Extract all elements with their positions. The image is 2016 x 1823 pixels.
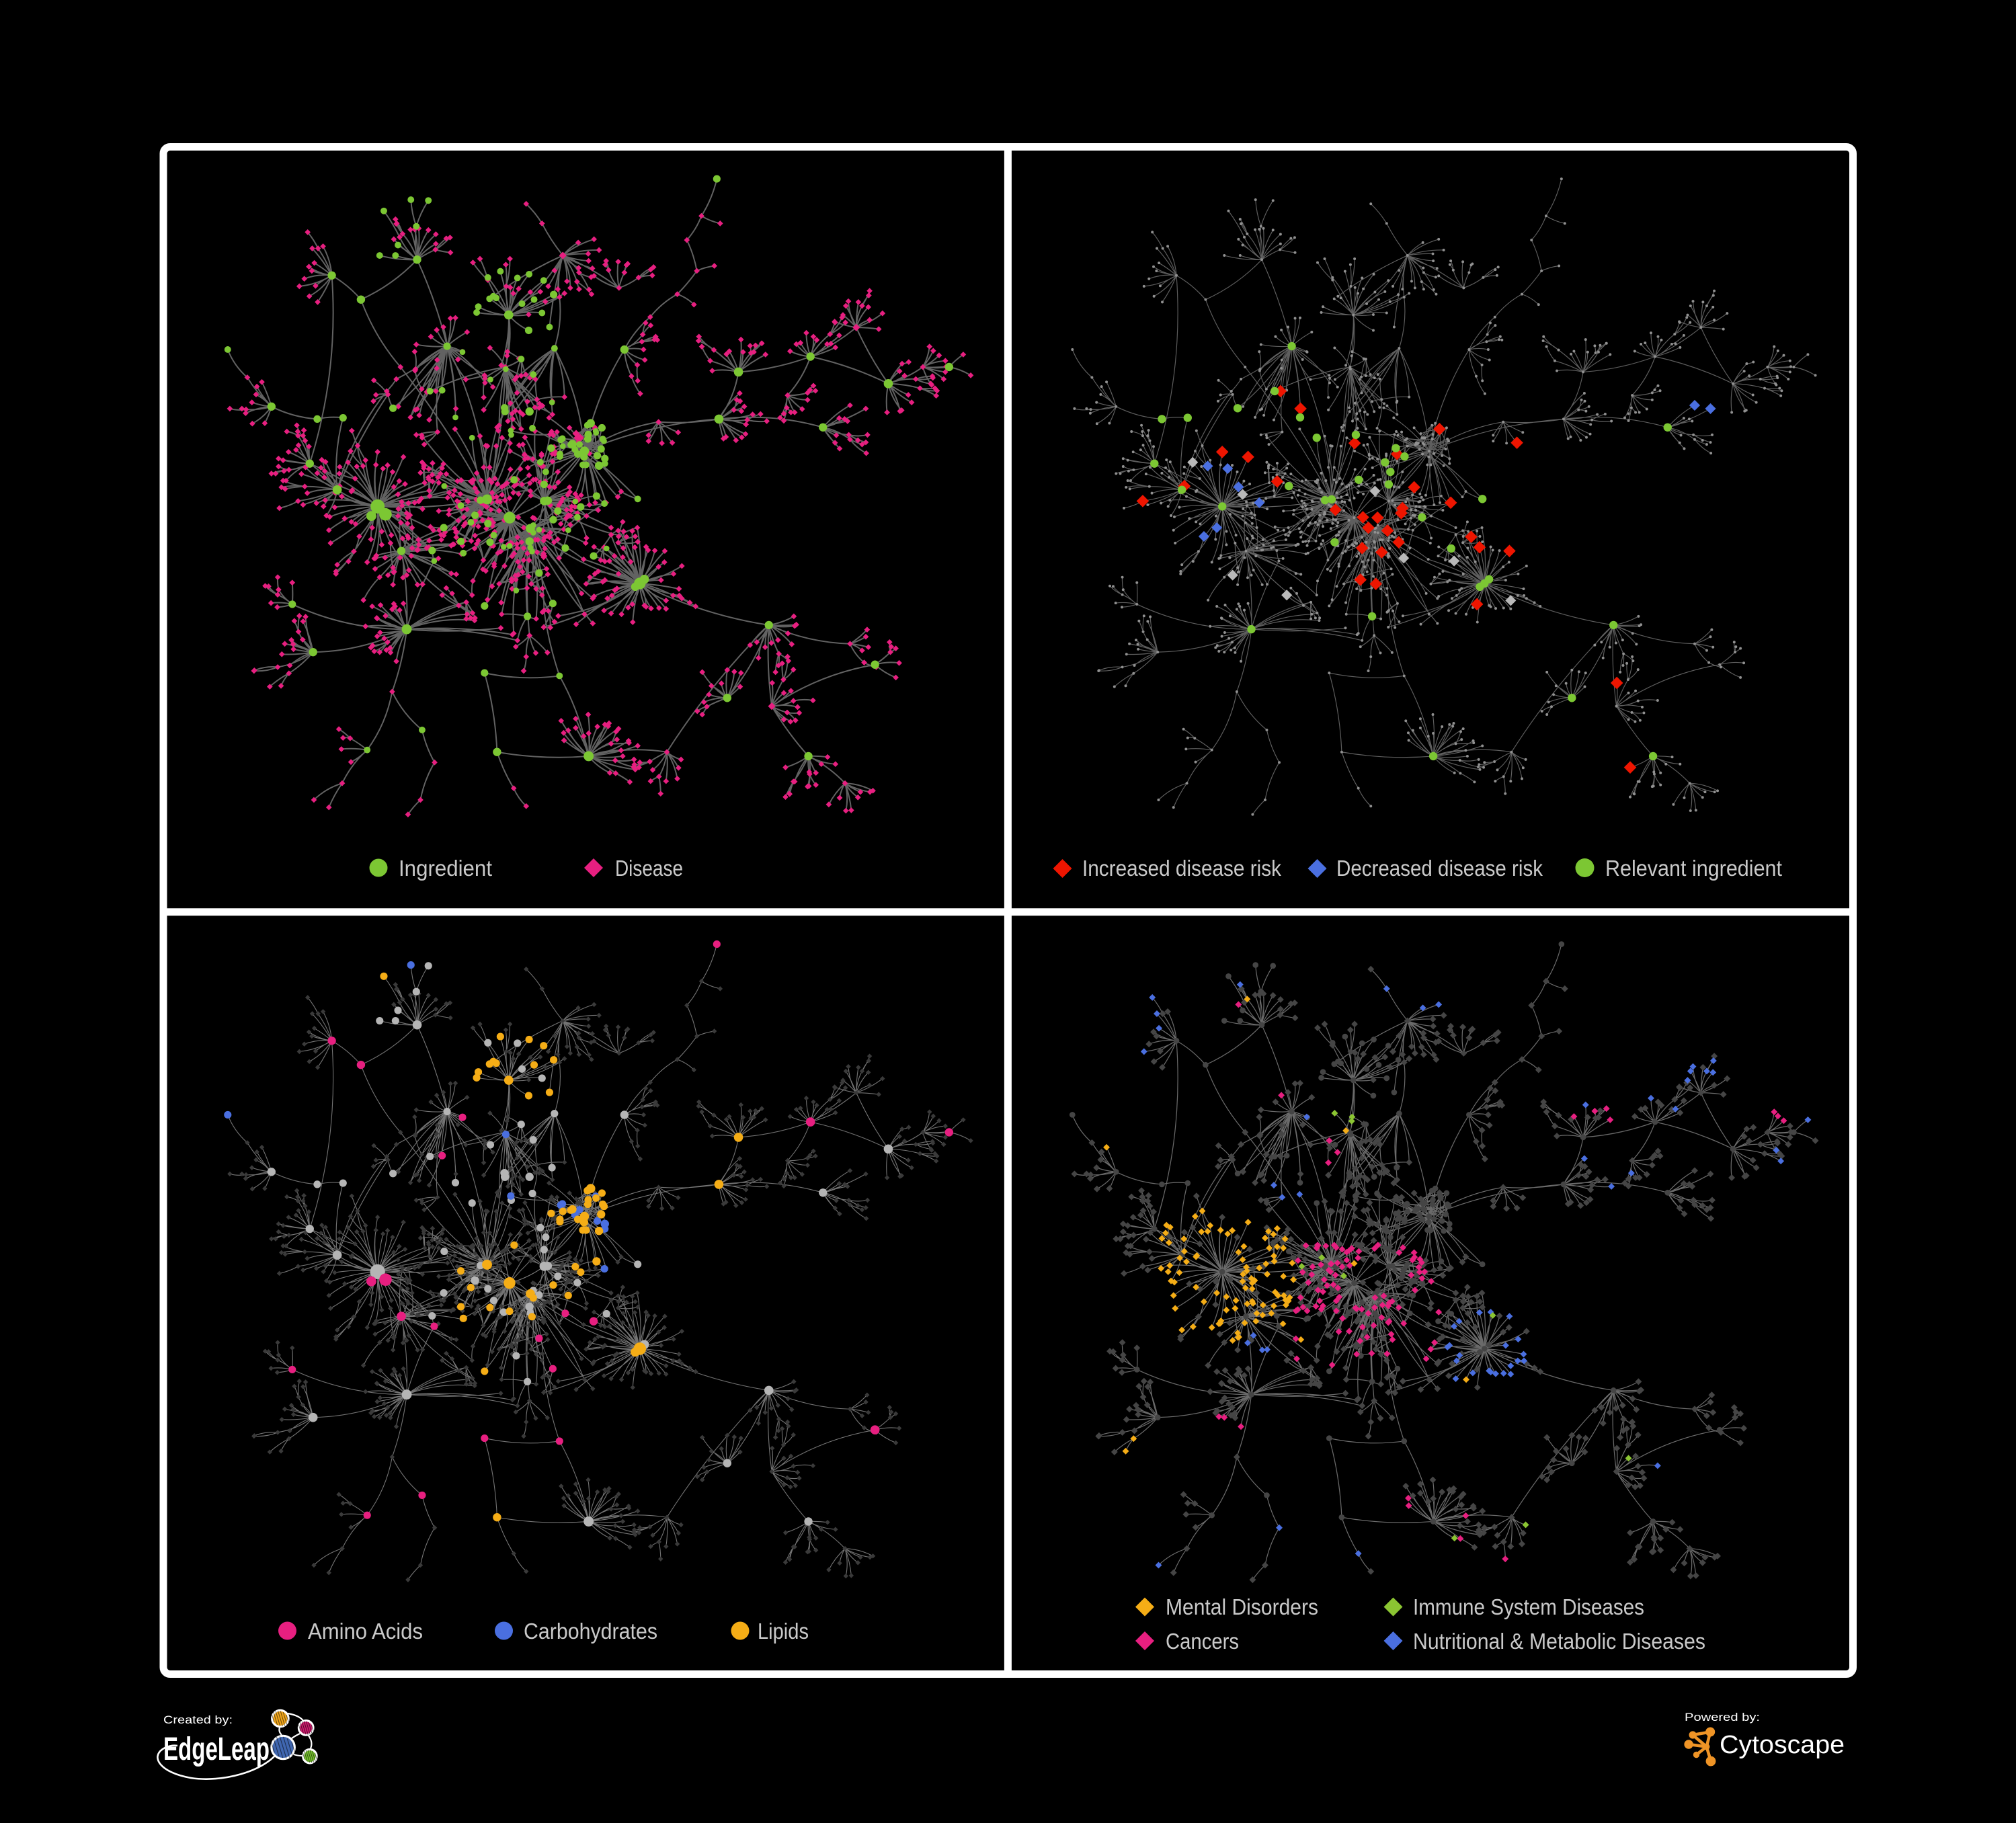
svg-text:Cytoscape: Cytoscape bbox=[1720, 1731, 1845, 1759]
svg-text:Nutritional & Metabolic Diseas: Nutritional & Metabolic Diseases bbox=[1413, 1629, 1705, 1654]
svg-text:EdgeLeap: EdgeLeap bbox=[163, 1732, 270, 1767]
svg-text:Immune System Diseases: Immune System Diseases bbox=[1413, 1594, 1644, 1619]
svg-text:Disease: Disease bbox=[615, 856, 683, 881]
svg-text:Powered by:: Powered by: bbox=[1685, 1711, 1760, 1724]
svg-text:Lipids: Lipids bbox=[758, 1619, 809, 1644]
svg-text:Relevant ingredient: Relevant ingredient bbox=[1605, 856, 1782, 881]
svg-text:Carbohydrates: Carbohydrates bbox=[524, 1619, 657, 1644]
svg-text:Mental Disorders: Mental Disorders bbox=[1166, 1594, 1318, 1619]
svg-text:Decreased disease risk: Decreased disease risk bbox=[1336, 856, 1543, 881]
svg-text:Ingredient: Ingredient bbox=[399, 856, 492, 881]
svg-text:Amino Acids: Amino Acids bbox=[308, 1619, 423, 1644]
svg-text:Created by:: Created by: bbox=[163, 1713, 233, 1726]
svg-text:Cancers: Cancers bbox=[1166, 1629, 1239, 1654]
svg-text:Increased disease risk: Increased disease risk bbox=[1082, 856, 1281, 881]
